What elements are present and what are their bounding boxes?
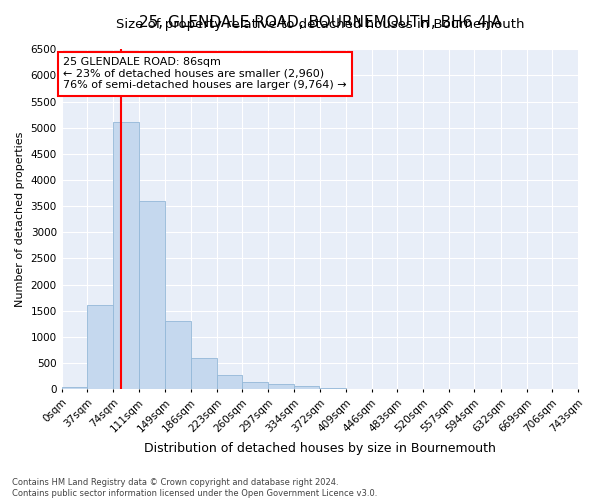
Text: Size of property relative to detached houses in Bournemouth: Size of property relative to detached ho… — [116, 18, 524, 30]
Bar — [191, 358, 217, 389]
Bar — [62, 386, 88, 389]
Bar — [294, 386, 319, 389]
Title: 25, GLENDALE ROAD, BOURNEMOUTH, BH6 4JA: 25, GLENDALE ROAD, BOURNEMOUTH, BH6 4JA — [139, 15, 501, 30]
Bar — [320, 388, 346, 389]
Bar — [139, 201, 164, 389]
Bar — [113, 122, 139, 389]
Bar — [88, 306, 113, 389]
Bar — [242, 382, 268, 389]
Bar — [217, 375, 242, 389]
Bar — [165, 321, 191, 389]
Text: 25 GLENDALE ROAD: 86sqm
← 23% of detached houses are smaller (2,960)
76% of semi: 25 GLENDALE ROAD: 86sqm ← 23% of detache… — [63, 57, 347, 90]
Y-axis label: Number of detached properties: Number of detached properties — [15, 132, 25, 307]
X-axis label: Distribution of detached houses by size in Bournemouth: Distribution of detached houses by size … — [144, 442, 496, 455]
Bar — [268, 384, 294, 389]
Bar — [346, 388, 371, 389]
Text: Contains HM Land Registry data © Crown copyright and database right 2024.
Contai: Contains HM Land Registry data © Crown c… — [12, 478, 377, 498]
